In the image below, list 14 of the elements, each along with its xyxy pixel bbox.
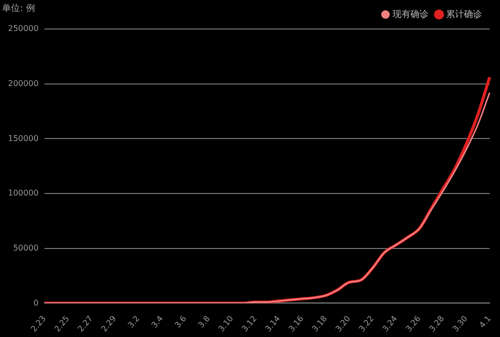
y-tick-label: 0 [33,298,39,308]
y-tick-label: 100000 [8,188,39,198]
x-tick-label: 3.4 [150,314,165,330]
y-axis-title: 单位: 例 [2,2,35,14]
x-tick-label: 3.2 [126,314,142,330]
x-tick-label: 4.1 [478,314,493,330]
x-tick-label: 3.6 [173,314,188,330]
y-tick-label: 150000 [8,134,39,143]
y-tick-label: 250000 [8,24,39,34]
y-tick-label: 50000 [13,243,39,252]
x-tick-label: 3.8 [196,314,212,330]
y-tick-label: 200000 [8,78,39,88]
legend-label: 累计确诊 [446,8,482,20]
legend-label: 现有确诊 [392,8,428,20]
